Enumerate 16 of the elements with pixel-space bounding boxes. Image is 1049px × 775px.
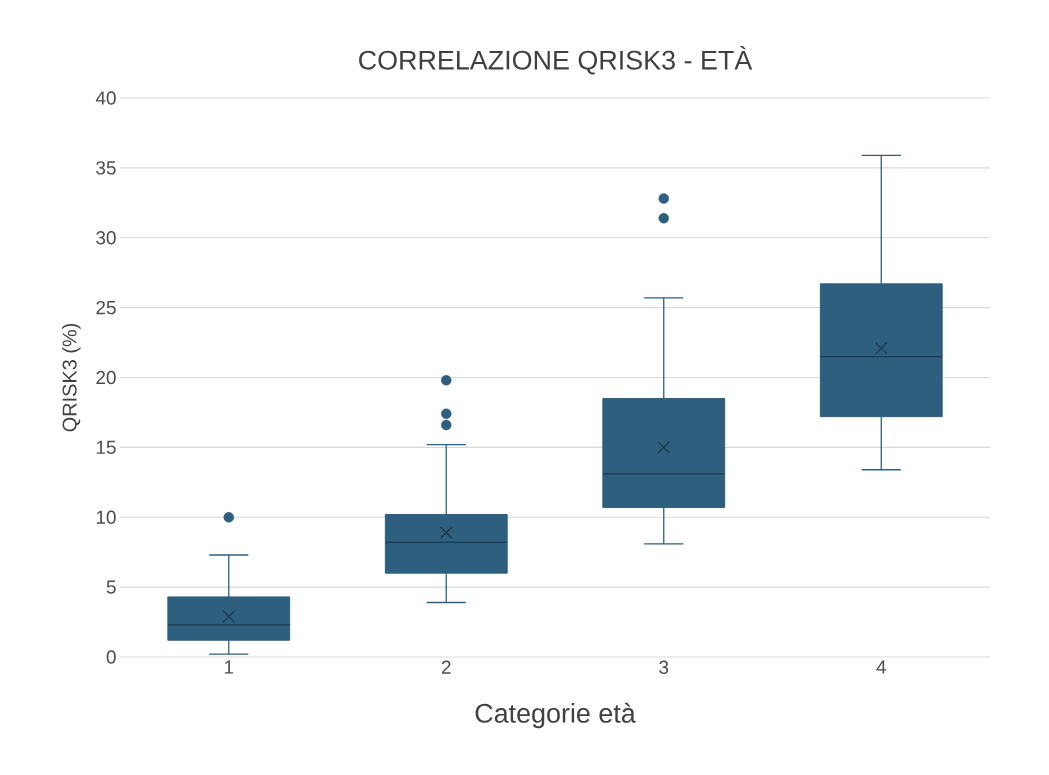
x-tick-label: 3: [659, 660, 669, 674]
chart-title: CORRELAZIONE QRISK3 - ETÀ: [359, 46, 753, 75]
x-tick-label: 4: [876, 660, 886, 674]
x-tick-label: 1: [224, 660, 234, 674]
x-axis-title: Categorie età: [475, 702, 636, 729]
y-tick-label: 5: [106, 580, 116, 594]
x-tick-label: 2: [441, 660, 451, 674]
y-tick-label: 30: [96, 231, 116, 245]
y-axis-title: QRISK3 (%): [62, 323, 81, 432]
y-tick-label: 25: [96, 300, 116, 315]
y-tick-label: 20: [96, 370, 116, 385]
y-tick-label: 10: [96, 510, 116, 524]
y-tick-label: 35: [96, 161, 116, 175]
y-tick-label: 0: [106, 650, 116, 664]
y-tick-label: 15: [96, 440, 116, 454]
y-tick-label: 40: [95, 91, 116, 105]
